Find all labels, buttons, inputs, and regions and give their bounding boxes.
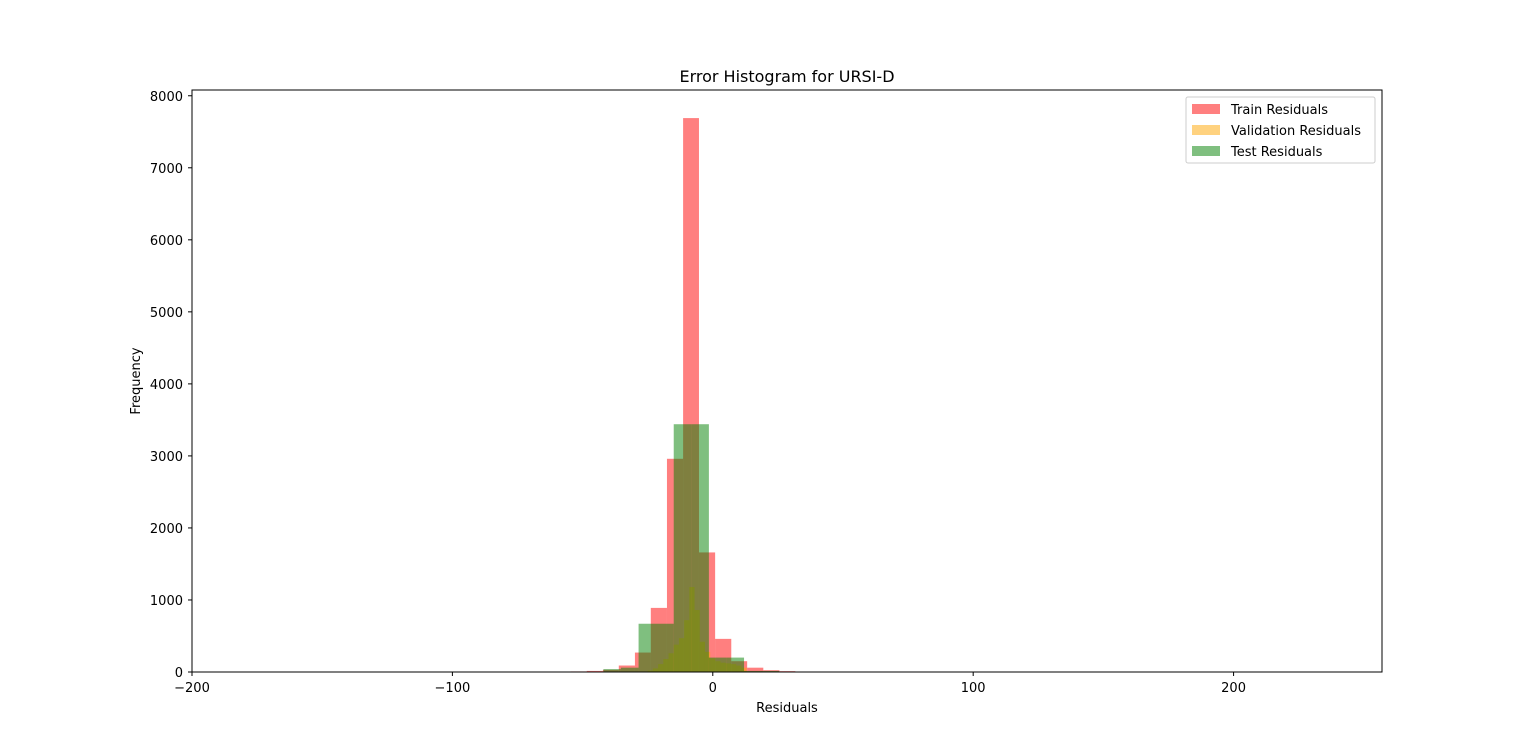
- legend-swatch: [1192, 125, 1220, 135]
- histogram-bar: [726, 657, 745, 672]
- histogram-bar: [747, 667, 764, 672]
- histogram-bar: [691, 424, 709, 672]
- legend-entry: Validation Residuals: [1192, 124, 1361, 139]
- plot-frame: [191, 89, 1383, 673]
- histogram-bar: [638, 623, 657, 672]
- x-axis-ticks: −200 −100 0 100 200: [174, 672, 1246, 696]
- legend-box: [1185, 96, 1376, 164]
- x-tick-label: 0: [709, 681, 717, 696]
- histogram-bar: [761, 670, 780, 672]
- legend-label: Validation Residuals: [1231, 124, 1361, 139]
- y-tick-label: 3000: [150, 450, 183, 465]
- y-tick-label: 1000: [150, 594, 183, 609]
- histogram-bars: [570, 118, 812, 673]
- y-axis-label: Frequency: [129, 347, 144, 414]
- legend-entry: Train Residuals: [1192, 103, 1328, 118]
- histogram-bar: [603, 669, 621, 672]
- histogram-bar: [744, 670, 762, 672]
- y-tick-label: 8000: [150, 90, 183, 105]
- histogram-bar: [708, 657, 727, 672]
- histogram-bar: [620, 667, 639, 672]
- y-tick-label: 4000: [150, 378, 183, 393]
- x-tick-label: −200: [174, 681, 210, 696]
- legend-swatch: [1192, 146, 1220, 156]
- histogram-bar: [586, 670, 603, 672]
- chart-title: Error Histogram for URSI-D: [679, 67, 894, 86]
- legend-label: Train Residuals: [1230, 103, 1328, 118]
- y-tick-label: 5000: [150, 306, 183, 321]
- y-tick-label: 2000: [150, 522, 183, 537]
- histogram-bar: [673, 424, 692, 672]
- y-tick-label: 7000: [150, 162, 183, 177]
- legend-entry: Test Residuals: [1192, 145, 1323, 160]
- series-test-residuals: [603, 424, 780, 672]
- y-tick-label: 6000: [150, 234, 183, 249]
- legend-swatch: [1192, 104, 1220, 114]
- x-tick-label: −100: [435, 681, 471, 696]
- y-axis-ticks: 0 1000 2000 3000 4000 5000 6000 7000 8000: [150, 90, 192, 681]
- histogram-bar: [656, 623, 674, 672]
- x-tick-label: 200: [1221, 681, 1246, 696]
- legend-label: Test Residuals: [1230, 145, 1323, 160]
- x-axis-label: Residuals: [756, 701, 818, 716]
- x-tick-label: 100: [961, 681, 986, 696]
- y-tick-label: 0: [175, 666, 183, 681]
- legend: Train Residuals Validation Residuals Test …: [1185, 96, 1376, 164]
